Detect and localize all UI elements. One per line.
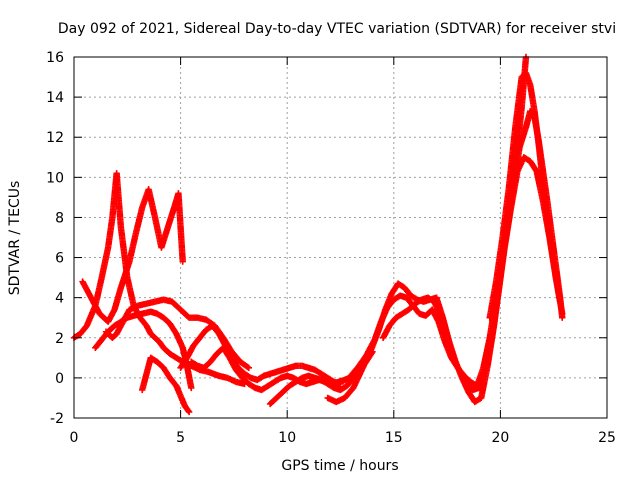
x-tick-label: 15: [385, 430, 403, 446]
y-tick-label: 16: [46, 50, 64, 66]
y-tick-label: -2: [50, 411, 64, 427]
series-1: [79, 186, 186, 325]
x-tick-label: 25: [598, 430, 616, 446]
data-point: [179, 258, 186, 265]
y-tick-label: 2: [55, 331, 64, 347]
plot-frame: [73, 56, 608, 419]
data-point: [185, 407, 192, 414]
y-tick-label: 12: [46, 130, 64, 146]
data-point: [188, 384, 195, 392]
series-0: [70, 170, 248, 388]
x-tick-label: 10: [278, 430, 296, 446]
series-12: [486, 69, 564, 321]
data-point: [244, 363, 251, 371]
y-tick-label: 6: [55, 251, 64, 267]
y-tick-label: 4: [55, 291, 64, 307]
y-axis-label: SDTVAR / TECUs: [7, 181, 23, 296]
axis-ticks: 0 5 10 15 20 25 -2 0 2 4 6 8 10 12 14 16: [46, 50, 616, 446]
y-tick-label: 0: [55, 371, 64, 387]
y-tick-label: 8: [55, 210, 64, 226]
y-tick-label: 14: [46, 90, 64, 106]
x-tick-label: 20: [491, 430, 509, 446]
data-point: [556, 298, 564, 305]
x-tick-label: 0: [70, 430, 79, 446]
y-tick-label: 10: [46, 170, 64, 186]
data-point: [185, 408, 193, 416]
gridlines: [74, 57, 607, 418]
x-tick-label: 5: [176, 430, 185, 446]
chart-title: Day 092 of 2021, Sidereal Day-to-day VTE…: [58, 21, 616, 37]
series-10: [379, 154, 566, 394]
data-points: [70, 53, 566, 416]
data-point: [559, 314, 566, 321]
data-point: [245, 364, 253, 372]
x-axis-label: GPS time / hours: [281, 458, 398, 474]
series-4: [139, 354, 193, 416]
